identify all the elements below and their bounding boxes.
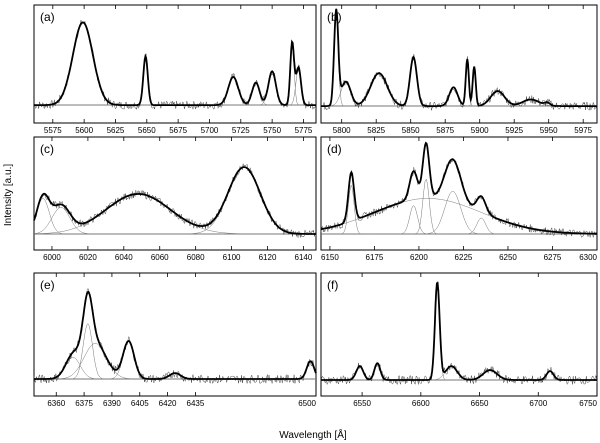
panel-frame xyxy=(33,136,317,251)
x-tick-label: 5575 xyxy=(44,126,62,135)
component-curve xyxy=(321,284,597,381)
component-curve xyxy=(320,198,598,235)
x-tick-label: 6140 xyxy=(295,253,313,262)
x-tick-label: 6100 xyxy=(223,253,241,262)
x-tick-label: 5600 xyxy=(75,126,93,135)
panel-label: (d) xyxy=(327,142,342,156)
x-tick-label: 5775 xyxy=(295,126,313,135)
x-tick-label: 5975 xyxy=(574,126,592,135)
x-tick-label: 5850 xyxy=(402,126,420,135)
x-tick-label: 6405 xyxy=(131,399,149,408)
x-tick-label: 5925 xyxy=(505,126,523,135)
x-tick-label: 6275 xyxy=(544,253,562,262)
x-tick-label: 6650 xyxy=(471,399,489,408)
panel-frame xyxy=(33,4,317,124)
component-curve xyxy=(321,205,597,235)
panels-group: 5575 5600 5625 5650 5675 5700 5725 5750 5775(a)5… xyxy=(33,4,598,408)
x-tick-label: 6150 xyxy=(321,253,339,262)
panel-1: 5575 5600 5625 5650 5675 5700 5725 5750 5775 (a) xyxy=(33,4,317,135)
x-tick-label: 6435 xyxy=(187,399,205,408)
x-tick-label: 5675 xyxy=(169,126,187,135)
x-tick-label: 5800 xyxy=(333,126,351,135)
fit-curve xyxy=(34,290,317,380)
component-curve xyxy=(34,82,316,106)
panel-label: (b) xyxy=(327,10,342,24)
x-tick-label: 5625 xyxy=(107,126,125,135)
observed-spectrum xyxy=(33,19,317,111)
observed-spectrum xyxy=(33,163,317,238)
component-curve xyxy=(321,178,597,235)
component-curve xyxy=(34,167,316,235)
fit-curve xyxy=(320,141,597,235)
fit-curve xyxy=(321,281,597,381)
x-tick-label: 6750 xyxy=(579,399,597,408)
panel-5: 6360 6375 6390 6405 6420 6435 6500 (e) xyxy=(33,272,317,408)
x-tick-label: 5875 xyxy=(436,126,454,135)
observed-spectrum xyxy=(320,280,598,386)
x-tick-label: 5900 xyxy=(471,126,489,135)
x-tick-label: 6550 xyxy=(353,399,371,408)
x-tick-label: 6360 xyxy=(47,399,65,408)
observed-spectrum xyxy=(320,8,598,111)
x-tick-label: 6225 xyxy=(455,253,473,262)
x-tick-label: 6600 xyxy=(412,399,430,408)
component-curve xyxy=(321,12,597,107)
x-tick-label: 6300 xyxy=(579,253,597,262)
x-tick-label: 6700 xyxy=(529,399,547,408)
panel-label: (c) xyxy=(40,142,54,156)
panel-frame xyxy=(320,272,598,397)
panel-frame xyxy=(320,136,598,251)
x-tick-label: 6500 xyxy=(298,399,316,408)
component-curve xyxy=(34,56,316,106)
x-tick-label: 6040 xyxy=(115,253,133,262)
panel-label: (f) xyxy=(327,278,338,292)
x-tick-label: 6200 xyxy=(410,253,428,262)
x-tick-label: 5950 xyxy=(540,126,558,135)
fit-curve xyxy=(33,166,316,235)
panel-6: 6550 6600 6650 6700 6750 (f) xyxy=(320,272,598,408)
panel-label: (a) xyxy=(40,10,55,24)
x-tick-label: 5725 xyxy=(232,126,250,135)
component-curve xyxy=(321,217,597,235)
panel-frame xyxy=(33,272,317,397)
x-tick-label: 6080 xyxy=(187,253,205,262)
x-tick-label: 6120 xyxy=(259,253,277,262)
panel-2: 5800 5825 5850 5875 5900 5925 5950 5975 (b) xyxy=(320,4,598,135)
component-curve xyxy=(321,184,597,235)
component-curve xyxy=(34,76,316,106)
component-curve xyxy=(321,191,597,235)
x-tick-label: 6390 xyxy=(103,399,121,408)
x-axis-title: Wavelength [Å] xyxy=(279,428,347,441)
observed-spectrum xyxy=(33,287,317,385)
fit-curve xyxy=(34,21,316,106)
x-tick-label: 6000 xyxy=(43,253,61,262)
y-axis-title: Intensity [a.u.] xyxy=(3,164,14,226)
x-tick-label: 6175 xyxy=(366,253,384,262)
component-curve xyxy=(34,357,316,380)
panel-frame xyxy=(320,4,598,124)
x-tick-label: 5750 xyxy=(263,126,281,135)
panel-4: 6150 6175 6200 6225 6250 6275 6300 (d) xyxy=(320,136,598,262)
x-tick-label: 6060 xyxy=(151,253,169,262)
x-tick-label: 5650 xyxy=(138,126,156,135)
x-tick-label: 6375 xyxy=(75,399,93,408)
fit-curve xyxy=(321,8,597,107)
observed-spectrum xyxy=(320,144,598,238)
panel-3: 6000 6020 6040 6060 6080 6100 6120 6140 (c) xyxy=(33,136,317,262)
x-tick-label: 5700 xyxy=(201,126,219,135)
x-tick-label: 5825 xyxy=(367,126,385,135)
panel-label: (e) xyxy=(40,278,55,292)
x-tick-label: 6420 xyxy=(159,399,177,408)
x-tick-label: 6250 xyxy=(499,253,517,262)
x-tick-label: 6020 xyxy=(79,253,97,262)
